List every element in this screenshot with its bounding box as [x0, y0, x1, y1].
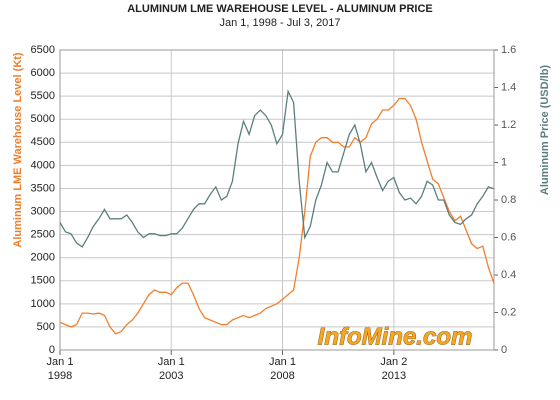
y2-tick-label: 0.2 — [501, 306, 516, 318]
y2-tick-label: 1.2 — [501, 119, 516, 131]
y2-tick-label: 0.4 — [501, 269, 516, 281]
chart-title: ALUMINUM LME WAREHOUSE LEVEL - ALUMINUM … — [127, 3, 433, 15]
y2-tick-label: 1 — [501, 156, 507, 168]
y-tick-label: 5000 — [31, 113, 55, 125]
y2-axis-label: Aluminum Price (USD/lb) — [539, 65, 551, 196]
y-tick-label: 3500 — [31, 182, 55, 194]
y2-tick-label: 1.6 — [501, 44, 516, 56]
y2-tick-label: 1.4 — [501, 81, 516, 93]
x-tick-label: Jan 1 2008 — [269, 356, 296, 382]
y-tick-label: 500 — [37, 321, 55, 333]
watermark: InfoMine.com — [318, 323, 473, 350]
series-line — [59, 97, 495, 335]
y-tick-label: 1000 — [31, 298, 55, 310]
y2-tick-label: 0 — [501, 344, 507, 356]
y2-tick-label: 0.8 — [501, 194, 516, 206]
y-tick-label: 2500 — [31, 229, 55, 241]
chart-subtitle: Jan 1, 1998 - Jul 3, 2017 — [219, 17, 340, 29]
y-tick-label: 2000 — [31, 252, 55, 264]
y-tick-label: 1500 — [31, 275, 55, 287]
y-tick-label: 4500 — [31, 136, 55, 148]
x-tick-label: Jan 1 1998 — [47, 356, 74, 382]
plot-border — [59, 49, 495, 351]
y-tick-label: 6500 — [31, 44, 55, 56]
y-tick-label: 6000 — [31, 67, 55, 79]
y-tick-label: 4000 — [31, 159, 55, 171]
y-tick-label: 0 — [49, 344, 55, 356]
series-line — [59, 89, 495, 248]
y2-tick-label: 0.6 — [501, 231, 516, 243]
y-tick-label: 3000 — [31, 205, 55, 217]
x-tick-label: Jan 1 2003 — [158, 356, 185, 382]
y-tick-label: 5500 — [31, 90, 55, 102]
x-tick-label: Jan 2 2013 — [380, 356, 407, 382]
y-axis-label: Aluminum LME Warehouse Level (Kt) — [12, 52, 24, 248]
